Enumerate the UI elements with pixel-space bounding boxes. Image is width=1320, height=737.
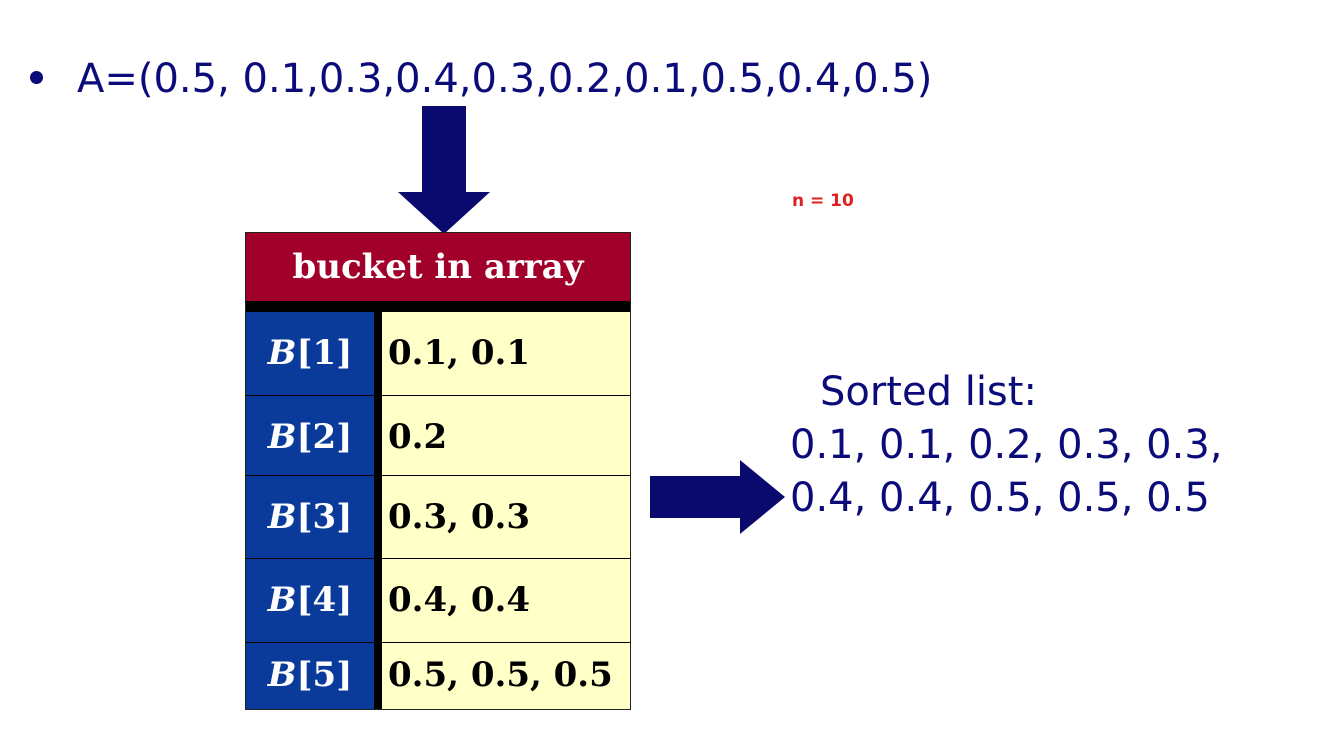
bucket-values: 0.5, 0.5, 0.5 — [388, 655, 613, 695]
down-arrow-icon — [398, 106, 490, 234]
row-divider — [246, 642, 630, 643]
bucket-index: B[5] — [267, 655, 353, 695]
header-divider — [246, 301, 630, 312]
table-header: bucket in array — [246, 233, 630, 301]
bucket-row: B[4] 0.4, 0.4 — [246, 559, 630, 642]
bucket-table: bucket in array B[1] 0.1, 0.1 B[2] 0.2 B… — [245, 232, 631, 710]
bullet-dot-icon — [30, 70, 43, 84]
bucket-row: B[2] 0.2 — [246, 396, 630, 479]
n-label: n = 10 — [792, 191, 854, 211]
bullet-item: A=(0.5, 0.1,0.3,0.4,0.3,0.2,0.1,0.5,0.4,… — [30, 44, 932, 114]
bucket-index: B[1] — [267, 333, 353, 373]
bucket-values: 0.4, 0.4 — [388, 580, 530, 620]
array-definition: A=(0.5, 0.1,0.3,0.4,0.3,0.2,0.1,0.5,0.4,… — [77, 56, 933, 102]
row-divider — [246, 395, 630, 396]
right-arrow-icon — [650, 460, 785, 534]
bucket-values: 0.2 — [388, 417, 448, 457]
bucket-index: B[4] — [267, 580, 353, 620]
row-divider — [246, 475, 630, 476]
bucket-row: B[1] 0.1, 0.1 — [246, 312, 630, 395]
bucket-row: B[3] 0.3, 0.3 — [246, 476, 630, 559]
bucket-index: B[2] — [267, 417, 353, 457]
sorted-list-line: 0.1, 0.1, 0.2, 0.3, 0.3, — [790, 422, 1223, 468]
column-divider — [374, 312, 382, 709]
bucket-values: 0.1, 0.1 — [388, 333, 530, 373]
sorted-list-line: 0.4, 0.4, 0.5, 0.5, 0.5 — [790, 475, 1210, 521]
bucket-index: B[3] — [267, 497, 353, 537]
bucket-values: 0.3, 0.3 — [388, 497, 530, 537]
row-divider — [246, 558, 630, 559]
sorted-list-title: Sorted list: — [820, 369, 1037, 415]
sorted-list: Sorted list: 0.1, 0.1, 0.2, 0.3, 0.3, 0.… — [790, 366, 1223, 525]
bucket-row: B[5] 0.5, 0.5, 0.5 — [246, 634, 630, 717]
